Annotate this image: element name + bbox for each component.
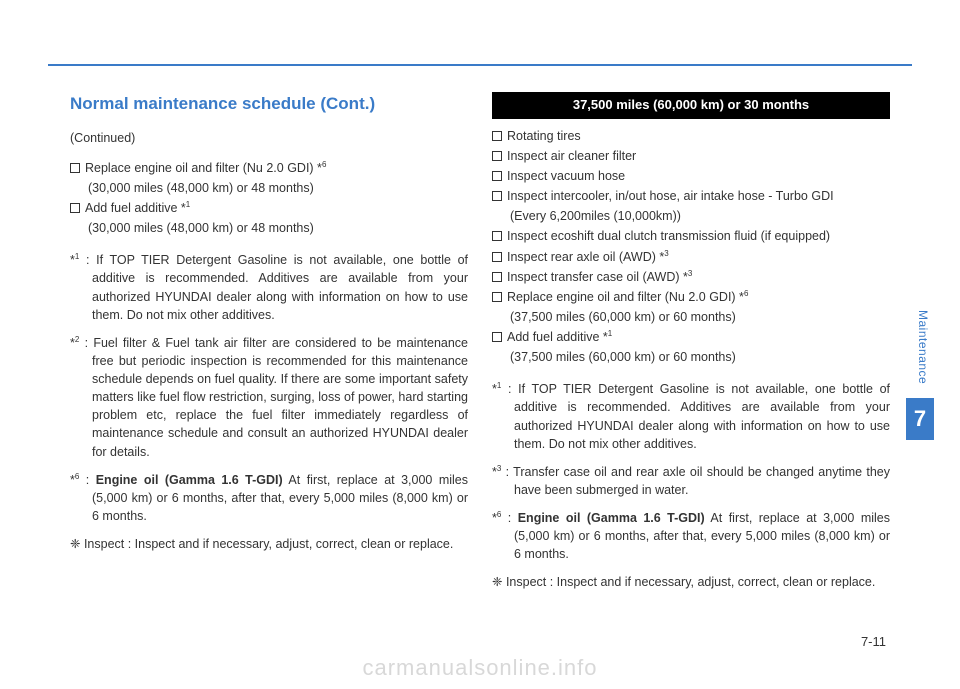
footnote-text: Transfer case oil and rear axle oil shou… — [513, 465, 890, 497]
list-item: Inspect transfer case oil (AWD) *3 — [492, 268, 890, 286]
footnote-sup: 1 — [186, 200, 190, 209]
list-item: Add fuel additive *1 — [492, 328, 890, 346]
footnote-sup: 3 — [664, 248, 668, 257]
list-item-sub: (30,000 miles (48,000 km) or 48 months) — [70, 219, 468, 237]
list-item-sub: (30,000 miles (48,000 km) or 48 months) — [70, 179, 468, 197]
footnote-lead: : — [79, 253, 96, 267]
checkbox-icon — [70, 163, 80, 173]
right-bullet-list: Rotating tires Inspect air cleaner filter… — [492, 127, 890, 367]
footnote-lead: : — [79, 473, 95, 487]
footnote-sup: 3 — [688, 269, 692, 278]
inspect-note-right: ❈ Inspect : Inspect and if necessary, ad… — [492, 573, 890, 591]
top-rule — [48, 64, 912, 66]
list-item-text: Inspect ecoshift dual clutch transmissio… — [507, 229, 830, 243]
continued-label: (Continued) — [70, 129, 468, 147]
list-item-sub: (37,500 miles (60,000 km) or 60 months) — [492, 308, 890, 326]
footnote: *1 : If TOP TIER Detergent Gasoline is n… — [70, 251, 468, 324]
inspect-note-left: ❈ Inspect : Inspect and if necessary, ad… — [70, 535, 468, 553]
footnote-sup: 6 — [744, 289, 748, 298]
footnote: *3 : Transfer case oil and rear axle oil… — [492, 463, 890, 499]
list-item: Add fuel additive *1 — [70, 199, 468, 217]
footnote-text: If TOP TIER Detergent Gasoline is not av… — [92, 253, 468, 321]
list-item-text: Inspect transfer case oil (AWD) * — [507, 270, 688, 284]
list-item-text: Inspect vacuum hose — [507, 169, 625, 183]
footnote-bold: Engine oil (Gamma 1.6 T-GDI) — [96, 473, 283, 487]
list-item-text: Rotating tires — [507, 129, 581, 143]
left-bullet-list: Replace engine oil and filter (Nu 2.0 GD… — [70, 159, 468, 238]
footnote: *6 : Engine oil (Gamma 1.6 T-GDI) At fir… — [70, 471, 468, 525]
list-item-text: Add fuel additive * — [507, 330, 608, 344]
footnote-lead: : — [501, 382, 518, 396]
checkbox-icon — [492, 171, 502, 181]
checkbox-icon — [492, 151, 502, 161]
list-item-text: Replace engine oil and filter (Nu 2.0 GD… — [507, 290, 744, 304]
checkbox-icon — [492, 131, 502, 141]
section-heading: Normal maintenance schedule (Cont.) — [70, 92, 468, 117]
right-column: 37,500 miles (60,000 km) or 30 months Ro… — [492, 92, 890, 592]
list-item-sub: (Every 6,200miles (10,000km)) — [492, 207, 890, 225]
list-item: Inspect air cleaner filter — [492, 147, 890, 165]
watermark: carmanualsonline.info — [0, 655, 960, 681]
footnote-text: Fuel filter & Fuel tank air filter are c… — [92, 336, 468, 459]
footnote-bold: Engine oil (Gamma 1.6 T-GDI) — [518, 511, 705, 525]
footnote: *2 : Fuel filter & Fuel tank air filter … — [70, 334, 468, 461]
footnote-text: If TOP TIER Detergent Gasoline is not av… — [514, 382, 890, 450]
checkbox-icon — [492, 272, 502, 282]
interval-bar: 37,500 miles (60,000 km) or 30 months — [492, 92, 890, 119]
list-item-sub: (37,500 miles (60,000 km) or 60 months) — [492, 348, 890, 366]
list-item: Replace engine oil and filter (Nu 2.0 GD… — [492, 288, 890, 306]
footnote-lead: : — [501, 465, 513, 479]
checkbox-icon — [492, 191, 502, 201]
footnote: *6 : Engine oil (Gamma 1.6 T-GDI) At fir… — [492, 509, 890, 563]
checkbox-icon — [70, 203, 80, 213]
list-item-text: Replace engine oil and filter (Nu 2.0 GD… — [85, 161, 322, 175]
list-item-text: Inspect air cleaner filter — [507, 149, 636, 163]
list-item-text: Add fuel additive * — [85, 201, 186, 215]
footnote-sup: 6 — [322, 160, 326, 169]
footnote-sup: 1 — [608, 329, 612, 338]
list-item-text: Inspect intercooler, in/out hose, air in… — [507, 189, 834, 203]
right-footnotes: *1 : If TOP TIER Detergent Gasoline is n… — [492, 380, 890, 563]
checkbox-icon — [492, 231, 502, 241]
footnote: *1 : If TOP TIER Detergent Gasoline is n… — [492, 380, 890, 453]
list-item: Inspect ecoshift dual clutch transmissio… — [492, 227, 890, 245]
left-column: Normal maintenance schedule (Cont.) (Con… — [70, 92, 468, 592]
footnote-lead: : — [79, 336, 93, 350]
chapter-tab: 7 — [906, 398, 934, 440]
list-item: Inspect intercooler, in/out hose, air in… — [492, 187, 890, 205]
content-area: Normal maintenance schedule (Cont.) (Con… — [70, 92, 890, 592]
checkbox-icon — [492, 332, 502, 342]
list-item-text: Inspect rear axle oil (AWD) * — [507, 250, 664, 264]
page-number: 7-11 — [861, 634, 886, 649]
list-item: Inspect vacuum hose — [492, 167, 890, 185]
checkbox-icon — [492, 292, 502, 302]
list-item: Inspect rear axle oil (AWD) *3 — [492, 248, 890, 266]
checkbox-icon — [492, 252, 502, 262]
side-section-label: Maintenance — [916, 310, 930, 384]
left-footnotes: *1 : If TOP TIER Detergent Gasoline is n… — [70, 251, 468, 525]
list-item: Rotating tires — [492, 127, 890, 145]
list-item: Replace engine oil and filter (Nu 2.0 GD… — [70, 159, 468, 177]
footnote-lead: : — [501, 511, 517, 525]
